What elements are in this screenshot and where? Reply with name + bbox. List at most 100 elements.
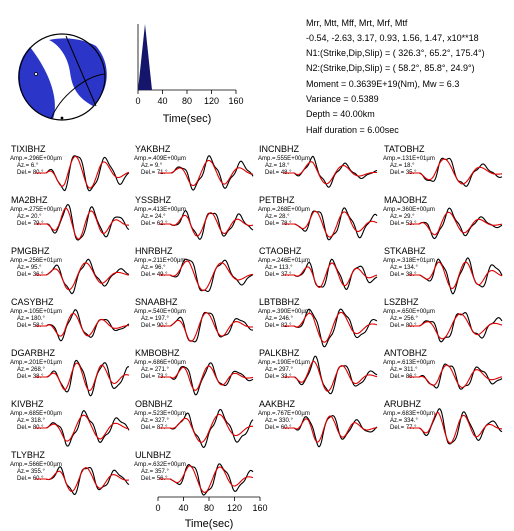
station-amplitude: Amp.=.318E+01µm [383,258,435,264]
observed-trace [159,463,254,496]
station-amplitude: Amp.=.413E+00µm [134,207,186,213]
nodal-plane-1 [65,35,97,107]
station-name: ULNBHZ [135,450,172,460]
synthetic-trace [283,311,378,343]
station-name: LSZBHZ [384,297,419,307]
station-amplitude: Amp.=.360E+00µm [383,207,435,213]
synthetic-trace [159,212,254,237]
station-distance: Del.= 90.° [141,323,168,329]
station-azimuth: Az.= 297.° [265,367,294,373]
moment-tensor-info: Mrr, Mtt, Mff, Mrt, Mrf, Mtf -0.54, -2.6… [306,18,485,135]
station-name: ARUBHZ [384,399,422,409]
source-time-function-plot: 0 40 80 120 160 Time(sec) [135,24,244,125]
station-name: MAJOBHZ [384,195,428,205]
station-distance: Del.= 73.° [141,374,168,380]
observed-trace [408,312,503,343]
synthetic-trace [35,414,130,442]
station-distance: Del.= 60.° [265,425,292,431]
nodal-plane-2-text: N2:(Strike,Dip,Slip) = ( 58.2°, 85.8°, 2… [306,63,475,73]
station-name: CASYBHZ [11,297,54,307]
station-amplitude: Amp.=.296E+00µm [10,156,62,162]
synthetic-trace [283,360,378,392]
station-distance: Del.= 82.° [265,323,292,329]
station-amplitude: Amp.=.555E+00µm [258,156,310,162]
station-name: TIXIBHZ [11,144,46,154]
station-amplitude: Amp.=.540E+00µm [134,309,186,315]
synthetic-trace [408,313,503,340]
station-name: CTAOBHZ [259,246,302,256]
station-azimuth: Az.= 96.° [141,265,166,271]
station-azimuth: Az.= 29.° [390,214,415,220]
variance-text: Variance = 0.5389 [306,94,379,104]
station-azimuth: Az.= 334.° [390,418,419,424]
stf-tick-label: 160 [228,96,243,106]
stf-tick-label: 120 [204,96,219,106]
station-azimuth: Az.= 28.° [265,214,290,220]
station-distance: Del.= 38.° [17,374,44,380]
time-axis-tick-label: 120 [227,503,242,513]
synthetic-trace [283,161,377,185]
observed-trace [283,355,378,395]
time-axis-ticks: 0 40 80 120 160 [155,497,268,513]
station-name: LBTBBHZ [259,297,300,307]
station-amplitude: Amp.=.275E+00µm [10,207,62,213]
station-name: OBNBHZ [135,399,173,409]
synthetic-trace [159,413,253,443]
synthetic-trace [35,262,130,291]
station-name: STKABHZ [384,246,426,256]
station-distance: Del.= 80.° [390,323,417,329]
synthetic-trace [408,411,502,444]
station-azimuth: Az.= 113.° [265,265,293,271]
synthetic-trace [283,262,378,288]
station-name: YSSBHZ [135,195,172,205]
station-amplitude: Amp.=.632E+00µm [134,462,186,468]
station-name: SNAABHZ [135,297,178,307]
half-duration-text: Half duration = 6.00sec [306,125,399,135]
beachball-compressional-quadrant-right [49,38,107,106]
nodal-plane-2 [50,73,106,120]
station-azimuth: Az.= 20.° [17,214,42,220]
station-name: PALKBHZ [259,348,300,358]
station-name: PMGBHZ [11,246,50,256]
observed-trace [408,157,503,187]
station-distance: Del.= 33.° [265,374,292,380]
synthetic-trace [159,312,253,342]
station-name: YAKBHZ [135,144,171,154]
station-distance: Del.= 48.° [265,170,292,176]
station-azimuth: Az.= 18.° [390,163,415,169]
synthetic-trace [35,207,130,240]
station-amplitude: Amp.=.686E+00µm [134,360,186,366]
focal-mechanism-beachball [18,33,107,121]
station-name: INCNBHZ [259,144,300,154]
synthetic-trace [283,415,378,443]
station-distance: Del.= 36.° [17,272,44,278]
station-amplitude: Amp.=.683E+00µm [383,411,435,417]
station-azimuth: Az.= 357.° [141,469,170,475]
station-name: ANTOBHZ [384,348,427,358]
time-axis-label: Time(sec) [185,518,233,530]
beachball-outline [18,33,106,121]
observed-trace [35,155,130,192]
beachball-compressional-quadrant-left [18,47,55,119]
stf-tick-label: 0 [135,96,140,106]
station-distance: Del.= 37.° [265,272,292,278]
time-axis-tick-label: 40 [178,503,188,513]
mt-header: Mrr, Mtt, Mff, Mrt, Mrf, Mtf [306,18,408,28]
station-azimuth: Az.= 9.° [141,163,163,169]
